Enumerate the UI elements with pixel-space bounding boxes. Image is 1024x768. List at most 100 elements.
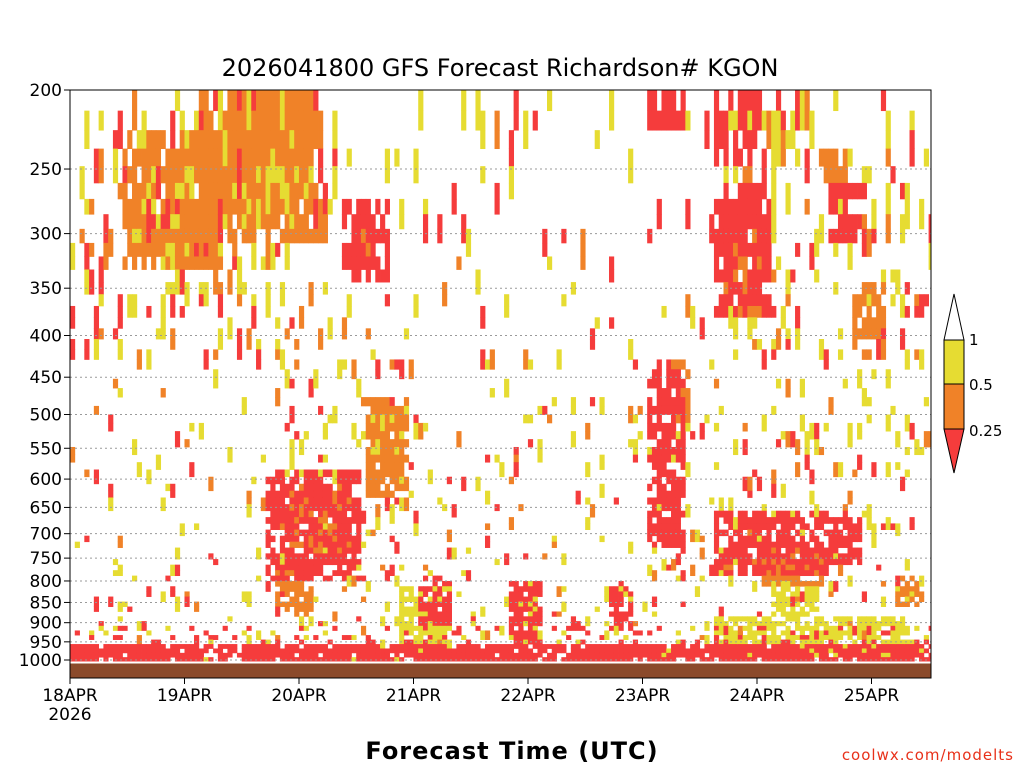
heatmap-cell <box>313 644 319 649</box>
heatmap-cell <box>880 349 887 360</box>
heatmap-cell <box>160 130 166 150</box>
heatmap-cell <box>756 517 763 524</box>
heatmap-cell <box>566 625 572 631</box>
heatmap-cell <box>446 616 452 622</box>
heatmap-cell <box>899 657 906 662</box>
heatmap-cell <box>890 644 896 649</box>
heatmap-cell <box>322 422 328 432</box>
heatmap-cell <box>194 648 200 654</box>
heatmap-cell <box>403 414 410 424</box>
heatmap-cell <box>284 130 290 150</box>
heatmap-cell <box>136 359 142 370</box>
heatmap-cell <box>184 652 190 658</box>
heatmap-cell <box>98 621 104 627</box>
heatmap-cell <box>275 591 281 597</box>
heatmap-cell <box>303 469 309 478</box>
heatmap-cell <box>718 648 724 654</box>
heatmap-cell <box>742 547 748 554</box>
heatmap-cell <box>756 529 763 537</box>
heatmap-cell <box>656 198 662 215</box>
heatmap-cell <box>475 90 481 112</box>
heatmap-cell <box>174 564 181 571</box>
heatmap-cell <box>298 541 305 548</box>
heatmap-cell <box>847 439 853 448</box>
heatmap-cell <box>666 454 672 463</box>
heatmap-cell <box>198 148 204 167</box>
heatmap-cell <box>566 657 572 662</box>
heatmap-cell <box>341 547 348 554</box>
heatmap-cell <box>465 639 472 645</box>
heatmap-cell <box>780 483 786 492</box>
heatmap-cell <box>561 648 567 654</box>
heatmap-cell <box>179 644 185 649</box>
heatmap-cell <box>480 606 486 612</box>
heatmap-cell <box>866 635 872 640</box>
heatmap-cell <box>437 596 443 603</box>
heatmap-cell <box>222 130 228 150</box>
heatmap-cell <box>656 414 662 424</box>
heatmap-cell <box>909 657 915 662</box>
heatmap-cell <box>880 317 887 329</box>
heatmap-cell <box>895 652 901 658</box>
x-tick-label: 20APR <box>271 686 327 706</box>
ground-layer <box>70 661 931 678</box>
heatmap-cell <box>723 269 729 283</box>
heatmap-cell <box>609 625 615 631</box>
heatmap-cell <box>308 596 314 603</box>
heatmap-cell <box>747 635 753 640</box>
heatmap-cell <box>847 148 853 167</box>
heatmap-cell <box>504 553 510 560</box>
heatmap-cell <box>752 228 758 244</box>
heatmap-cell <box>284 510 290 518</box>
heatmap-cell <box>680 510 686 518</box>
heatmap-cell <box>174 242 181 257</box>
heatmap-cell <box>93 648 100 654</box>
heatmap-cell <box>647 431 653 440</box>
heatmap-cell <box>289 228 295 244</box>
heatmap-cell <box>370 529 376 537</box>
heatmap-cell <box>628 644 634 649</box>
heatmap-cell <box>661 469 667 478</box>
heatmap-cell <box>279 166 286 184</box>
heatmap-cell <box>351 575 357 582</box>
heatmap-cell <box>189 130 195 150</box>
heatmap-cell <box>351 657 357 662</box>
heatmap-cell <box>718 611 724 617</box>
heatmap-cell <box>174 644 181 649</box>
heatmap-cell <box>771 570 777 577</box>
heatmap-cell <box>885 378 891 389</box>
heatmap-cell <box>656 529 662 537</box>
heatmap-cell <box>880 282 887 295</box>
heatmap-cell <box>98 256 104 270</box>
heatmap-cell <box>84 110 90 131</box>
heatmap-cell <box>823 553 829 560</box>
heatmap-cell <box>494 648 500 654</box>
heatmap-cell <box>780 657 786 662</box>
heatmap-cell <box>384 242 390 257</box>
heatmap-cell <box>671 397 677 407</box>
heatmap-cell <box>661 517 667 524</box>
heatmap-cell <box>637 648 643 654</box>
heatmap-cell <box>356 616 362 622</box>
heatmap-cell <box>308 648 314 654</box>
heatmap-cell <box>671 657 677 662</box>
heatmap-cell <box>523 601 529 607</box>
heatmap-cell <box>904 591 910 597</box>
heatmap-cell <box>270 198 276 215</box>
heatmap-cell <box>823 529 829 537</box>
heatmap-cell <box>904 625 910 631</box>
heatmap-cell <box>866 397 872 407</box>
heatmap-cell <box>132 294 138 307</box>
heatmap-cell <box>413 601 419 607</box>
heatmap-cell <box>694 586 701 592</box>
heatmap-cell <box>818 541 825 548</box>
heatmap-cell <box>733 305 739 318</box>
heatmap-cell <box>742 305 748 318</box>
heatmap-cell <box>399 469 405 478</box>
heatmap-cell <box>675 454 681 463</box>
heatmap-cell <box>151 198 157 215</box>
heatmap-cell <box>174 648 181 654</box>
heatmap-cell <box>685 414 691 424</box>
heatmap-cell <box>294 431 300 440</box>
heatmap-cell <box>194 601 200 607</box>
